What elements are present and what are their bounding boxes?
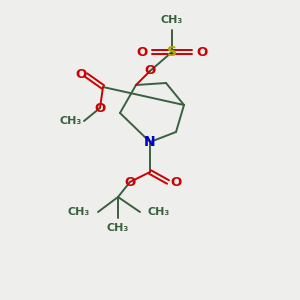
Text: O: O [170,176,182,188]
Text: CH₃: CH₃ [60,116,82,126]
Text: CH₃: CH₃ [107,223,129,233]
Text: O: O [144,64,156,77]
Text: N: N [144,135,156,149]
Text: O: O [196,46,208,59]
Text: S: S [167,45,177,59]
Text: O: O [94,101,106,115]
Text: CH₃: CH₃ [68,207,90,217]
Text: O: O [124,176,136,188]
Text: CH₃: CH₃ [161,15,183,25]
Text: CH₃: CH₃ [148,207,170,217]
Text: O: O [136,46,148,59]
Text: O: O [75,68,87,82]
